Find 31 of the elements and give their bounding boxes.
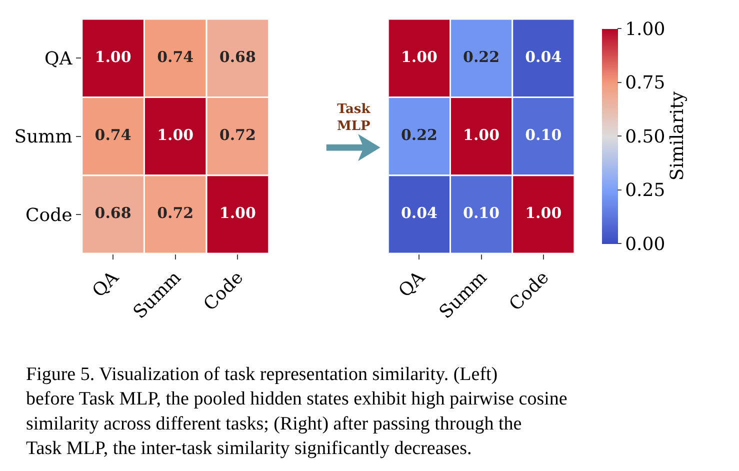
data-label: 0.74 xyxy=(157,48,194,66)
y-tick-label: QA xyxy=(44,48,74,70)
data-label: 0.10 xyxy=(463,204,500,222)
data-label: 1.00 xyxy=(400,48,438,66)
data-label: 0.72 xyxy=(219,126,256,144)
text: Task MLP xyxy=(337,102,372,134)
x-tick-label: QA xyxy=(394,266,430,302)
caption: Figure 5. Visualization of task representation similarity. (Left) before Task MLP, the pooled hidden states exhibit high pairwise cosine similarity across different tasks; (Right) after passing through the Task MLP, the inter-task similarity significantly decreases. xyxy=(26,364,568,460)
color-bar-label: 0.75 xyxy=(625,72,666,94)
data-label: 0.68 xyxy=(219,48,256,66)
data-label: 1.00 xyxy=(219,204,256,222)
data-label: 0.04 xyxy=(525,48,562,66)
data-label: 0.74 xyxy=(94,126,132,144)
data-label: 0.04 xyxy=(400,204,438,222)
color-bar-title: Similarity xyxy=(667,90,688,181)
data-label: 0.10 xyxy=(525,126,562,144)
data-label: 1.00 xyxy=(94,48,132,66)
data-label: 0.72 xyxy=(157,204,194,222)
data-label: 0.22 xyxy=(400,126,438,144)
data-label: 1.00 xyxy=(525,204,562,222)
color-bar-label: 0.50 xyxy=(625,126,666,148)
data-label: 0.22 xyxy=(463,48,500,66)
color-bar-label: 0.00 xyxy=(625,234,666,255)
data-label: 1.00 xyxy=(157,126,194,144)
data-label: 0.68 xyxy=(94,204,132,222)
x-tick-label: QA xyxy=(88,266,124,302)
y-tick-label: Summ xyxy=(14,126,72,148)
color-bar-label: 1.00 xyxy=(625,18,666,40)
y-tick-label: Code xyxy=(26,204,72,226)
data-label: 1.00 xyxy=(463,126,500,144)
color-bar-label: 0.25 xyxy=(625,180,666,202)
